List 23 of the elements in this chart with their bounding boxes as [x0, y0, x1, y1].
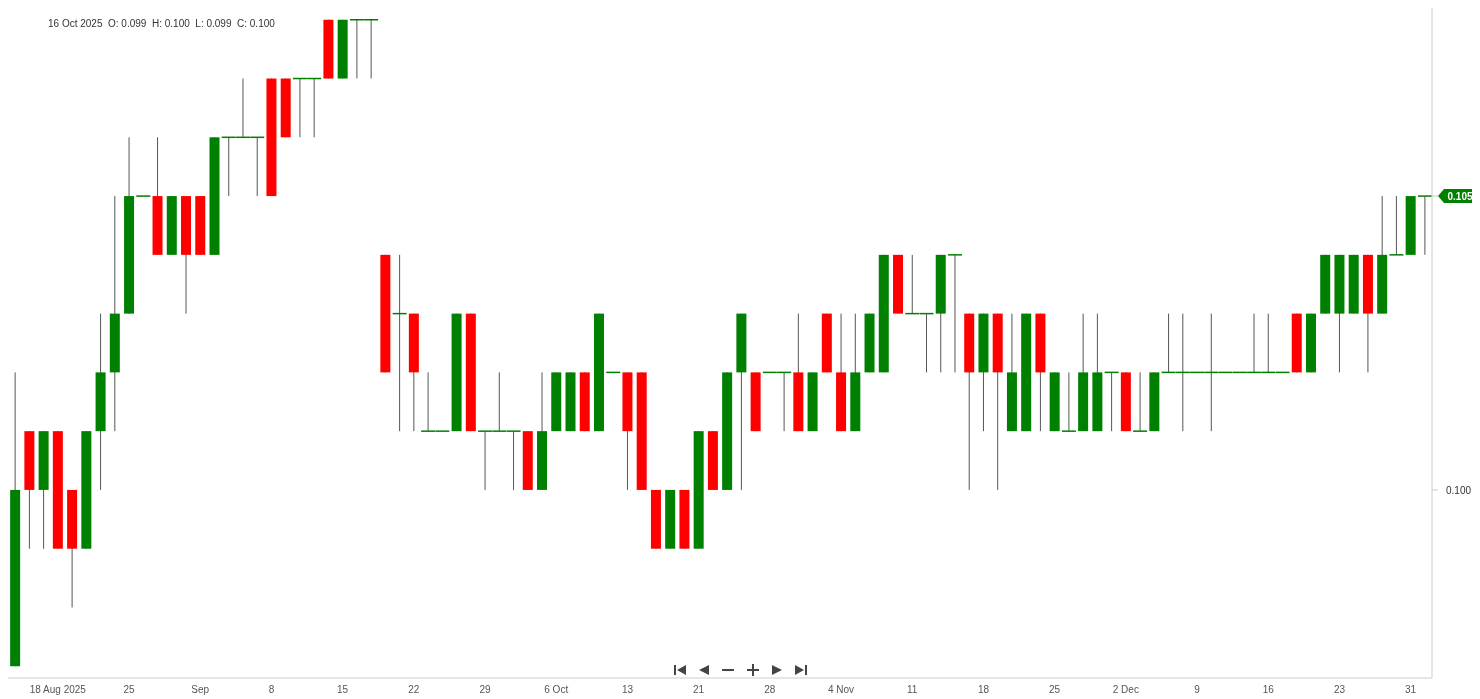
- x-tick-label: 29: [479, 684, 492, 696]
- x-tick-label: 28: [764, 684, 776, 696]
- x-tick-label: 13: [621, 684, 634, 696]
- x-tick-label: 11: [907, 684, 918, 696]
- annotation: 16 Oct 2025 O: 0.099 H: 0.100 L: 0.099 C: 0.100: [48, 18, 275, 29]
- x-tick-label: 4 Nov: [827, 684, 855, 696]
- x-tick-label: 2 Dec: [1112, 684, 1139, 696]
- y-tick-label: 0.105: [1447, 191, 1473, 203]
- x-tick-label: 6 Oct: [544, 684, 569, 696]
- x-tick-label: 31: [1405, 684, 1417, 696]
- x-tick-label: 15: [337, 684, 349, 696]
- x-tick-label: 18: [977, 684, 990, 696]
- x-tick-label: Sep: [191, 684, 210, 696]
- x-tick-label: 9: [1194, 684, 1201, 696]
- x-tick-label: 8: [268, 684, 275, 696]
- x-tick-label: 25: [1049, 684, 1061, 696]
- x-tick-label: 22: [408, 684, 420, 696]
- x-tick-label: 21: [693, 684, 705, 696]
- x-tick-label: 18 Aug 2025: [29, 684, 87, 696]
- x-tick-label: 16: [1262, 684, 1275, 696]
- x-tick-label: 23: [1333, 684, 1346, 696]
- x-tick-label: 25: [123, 684, 136, 696]
- y-tick-label: 0.100: [1446, 484, 1472, 496]
